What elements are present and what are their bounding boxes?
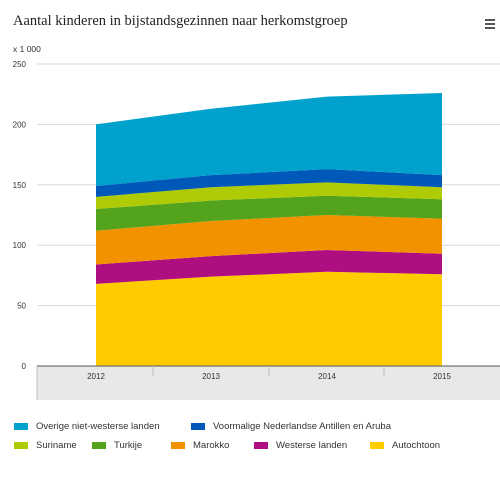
- stacked-area-chart: 0 50 100 150 200 250 2012 2013 2014 2015: [13, 60, 500, 400]
- area-series-voormalige-nederlandse-antillen-en-aruba[interactable]: [96, 169, 442, 197]
- y-tick-label: 200: [13, 120, 27, 129]
- legend-item-marokko[interactable]: Marokko: [171, 440, 254, 451]
- y-tick-label: 250: [13, 60, 27, 69]
- legend-label: Westerse landen: [276, 440, 348, 451]
- x-tick-label: 2015: [433, 372, 451, 381]
- legend-label: Suriname: [36, 440, 77, 451]
- legend-label: Overige niet-westerse landen: [36, 421, 160, 432]
- legend-swatch: [254, 442, 268, 449]
- legend-swatch: [171, 442, 185, 449]
- chart-title: Aantal kinderen in bijstandsgezinnen naa…: [13, 13, 348, 29]
- x-tick-label: 2012: [87, 372, 105, 381]
- y-tick-label: 150: [13, 181, 27, 190]
- area-series-autochtoon[interactable]: [96, 271, 442, 366]
- legend-swatch: [14, 442, 28, 449]
- legend-label: Marokko: [193, 440, 230, 451]
- legend-item-suriname[interactable]: Suriname: [14, 440, 92, 451]
- legend-swatch: [370, 442, 384, 449]
- legend-label: Turkije: [114, 440, 143, 451]
- legend-item-overige-niet-westerse-landen[interactable]: Overige niet-westerse landen: [14, 421, 191, 432]
- legend-row: Overige niet-westerse landen Voormalige …: [14, 418, 484, 435]
- area-series-marokko[interactable]: [96, 215, 442, 265]
- y-axis-unit-label: x 1 000: [13, 44, 41, 54]
- legend-label: Autochtoon: [392, 440, 441, 451]
- legend-row: Suriname Turkije Marokko Westerse landen…: [14, 437, 484, 454]
- legend-item-voormalige-nederlandse-antillen[interactable]: Voormalige Nederlandse Antillen en Aruba: [191, 421, 391, 432]
- legend-swatch: [92, 442, 106, 449]
- y-tick-label: 0: [22, 362, 27, 371]
- legend-swatch: [191, 423, 205, 430]
- chart-legend: Overige niet-westerse landen Voormalige …: [14, 418, 484, 456]
- x-tick-label: 2014: [318, 372, 336, 381]
- area-series-overige-niet-westerse-landen[interactable]: [96, 93, 442, 186]
- hamburger-menu-icon[interactable]: [485, 19, 495, 29]
- area-series-westerse-landen[interactable]: [96, 250, 442, 284]
- legend-swatch: [14, 423, 28, 430]
- y-tick-label: 50: [17, 302, 26, 311]
- legend-label: Voormalige Nederlandse Antillen en Aruba: [213, 421, 391, 432]
- area-series-suriname[interactable]: [96, 182, 442, 209]
- x-tick-label: 2013: [202, 372, 220, 381]
- legend-item-westerse-landen[interactable]: Westerse landen: [254, 440, 370, 451]
- legend-item-turkije[interactable]: Turkije: [92, 440, 171, 451]
- legend-item-autochtoon[interactable]: Autochtoon: [370, 440, 440, 451]
- y-tick-label: 100: [13, 241, 27, 250]
- area-series-turkije[interactable]: [96, 195, 442, 231]
